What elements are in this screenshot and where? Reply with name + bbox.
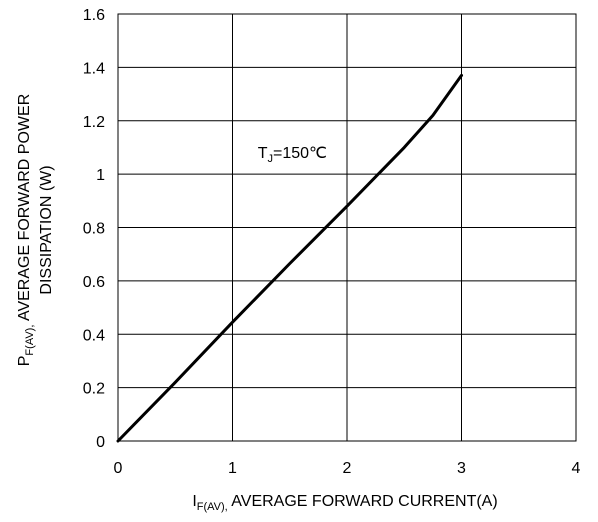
y-tick-label: 0.2	[83, 381, 105, 398]
x-tick-label: 1	[228, 460, 237, 477]
y-tick-label: 1.2	[83, 114, 105, 131]
y-tick-label: 1.6	[83, 7, 105, 24]
x-axis-title-subscript: F(AV),	[197, 501, 228, 513]
x-tick-label: 2	[343, 460, 352, 477]
y-axis-title-rest: AVERAGE FORWARD POWER	[16, 94, 33, 325]
y-tick-label: 1.4	[83, 60, 105, 77]
y-tick-label: 0	[96, 434, 105, 451]
x-tick-label: 4	[572, 460, 581, 477]
x-tick-labels: 0 1 2 3 4	[114, 460, 581, 477]
annotation-main: T	[258, 145, 268, 162]
y-tick-labels: 0 0.2 0.4 0.6 0.8 1 1.2 1.4 1.6	[83, 7, 105, 451]
annotation-subscript: J	[267, 153, 273, 165]
junction-temperature-annotation: TJ=150℃	[258, 145, 327, 165]
power-dissipation-curve	[116, 73, 463, 443]
annotation-rest: =150℃	[273, 145, 327, 162]
y-axis-title-line-1: PF(AV), AVERAGE FORWARD POWER	[16, 94, 36, 366]
y-tick-label: 0.4	[83, 327, 105, 344]
x-tick-label: 0	[114, 460, 123, 477]
y-axis-title-group: PF(AV), AVERAGE FORWARD POWER DISSIPATIO…	[16, 94, 55, 366]
x-axis-title: IF(AV), AVERAGE FORWARD CURRENT(A)	[192, 493, 497, 513]
y-axis-title-line-2: DISSIPATION (W)	[38, 165, 55, 294]
grid	[117, 13, 577, 442]
y-tick-label: 1	[96, 167, 105, 184]
data-layer	[116, 73, 463, 443]
y-tick-label: 0.6	[83, 274, 105, 291]
x-axis-title-rest: AVERAGE FORWARD CURRENT(A)	[228, 493, 498, 510]
x-tick-label: 3	[457, 460, 466, 477]
plot-frame	[117, 13, 577, 442]
y-axis-title-subscript: F(AV),	[24, 325, 36, 356]
x-axis-title-main: I	[192, 493, 196, 510]
y-axis-title-main: P	[16, 356, 33, 367]
y-tick-label: 0.8	[83, 221, 105, 238]
